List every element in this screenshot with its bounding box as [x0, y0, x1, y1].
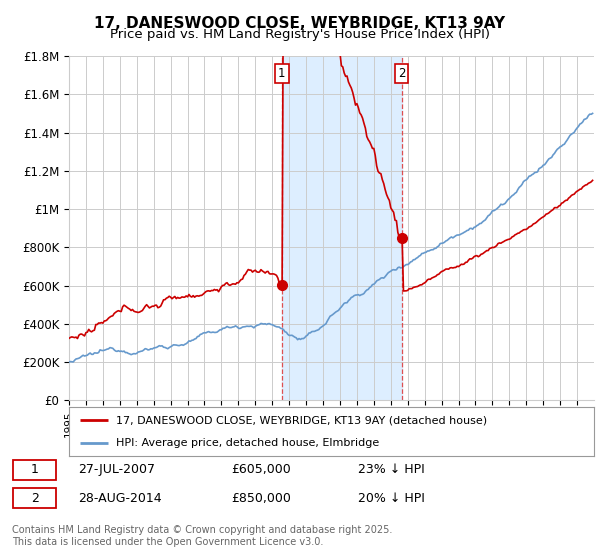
Text: Price paid vs. HM Land Registry's House Price Index (HPI): Price paid vs. HM Land Registry's House …	[110, 28, 490, 41]
FancyBboxPatch shape	[13, 488, 56, 508]
FancyBboxPatch shape	[13, 460, 56, 480]
Text: 20% ↓ HPI: 20% ↓ HPI	[358, 492, 424, 505]
Bar	[282, 56, 402, 400]
Text: 23% ↓ HPI: 23% ↓ HPI	[358, 463, 424, 477]
Text: 27-JUL-2007: 27-JUL-2007	[78, 463, 155, 477]
Text: Contains HM Land Registry data © Crown copyright and database right 2025.
This d: Contains HM Land Registry data © Crown c…	[12, 525, 392, 547]
Text: £605,000: £605,000	[231, 463, 290, 477]
Text: 2: 2	[398, 67, 406, 80]
Text: £850,000: £850,000	[231, 492, 291, 505]
Text: 17, DANESWOOD CLOSE, WEYBRIDGE, KT13 9AY: 17, DANESWOOD CLOSE, WEYBRIDGE, KT13 9AY	[94, 16, 506, 31]
Text: HPI: Average price, detached house, Elmbridge: HPI: Average price, detached house, Elmb…	[116, 438, 380, 448]
Text: 17, DANESWOOD CLOSE, WEYBRIDGE, KT13 9AY (detached house): 17, DANESWOOD CLOSE, WEYBRIDGE, KT13 9AY…	[116, 416, 487, 426]
Text: 1: 1	[278, 67, 286, 80]
Text: 28-AUG-2014: 28-AUG-2014	[78, 492, 162, 505]
Text: 1: 1	[31, 463, 38, 477]
Text: 2: 2	[31, 492, 38, 505]
